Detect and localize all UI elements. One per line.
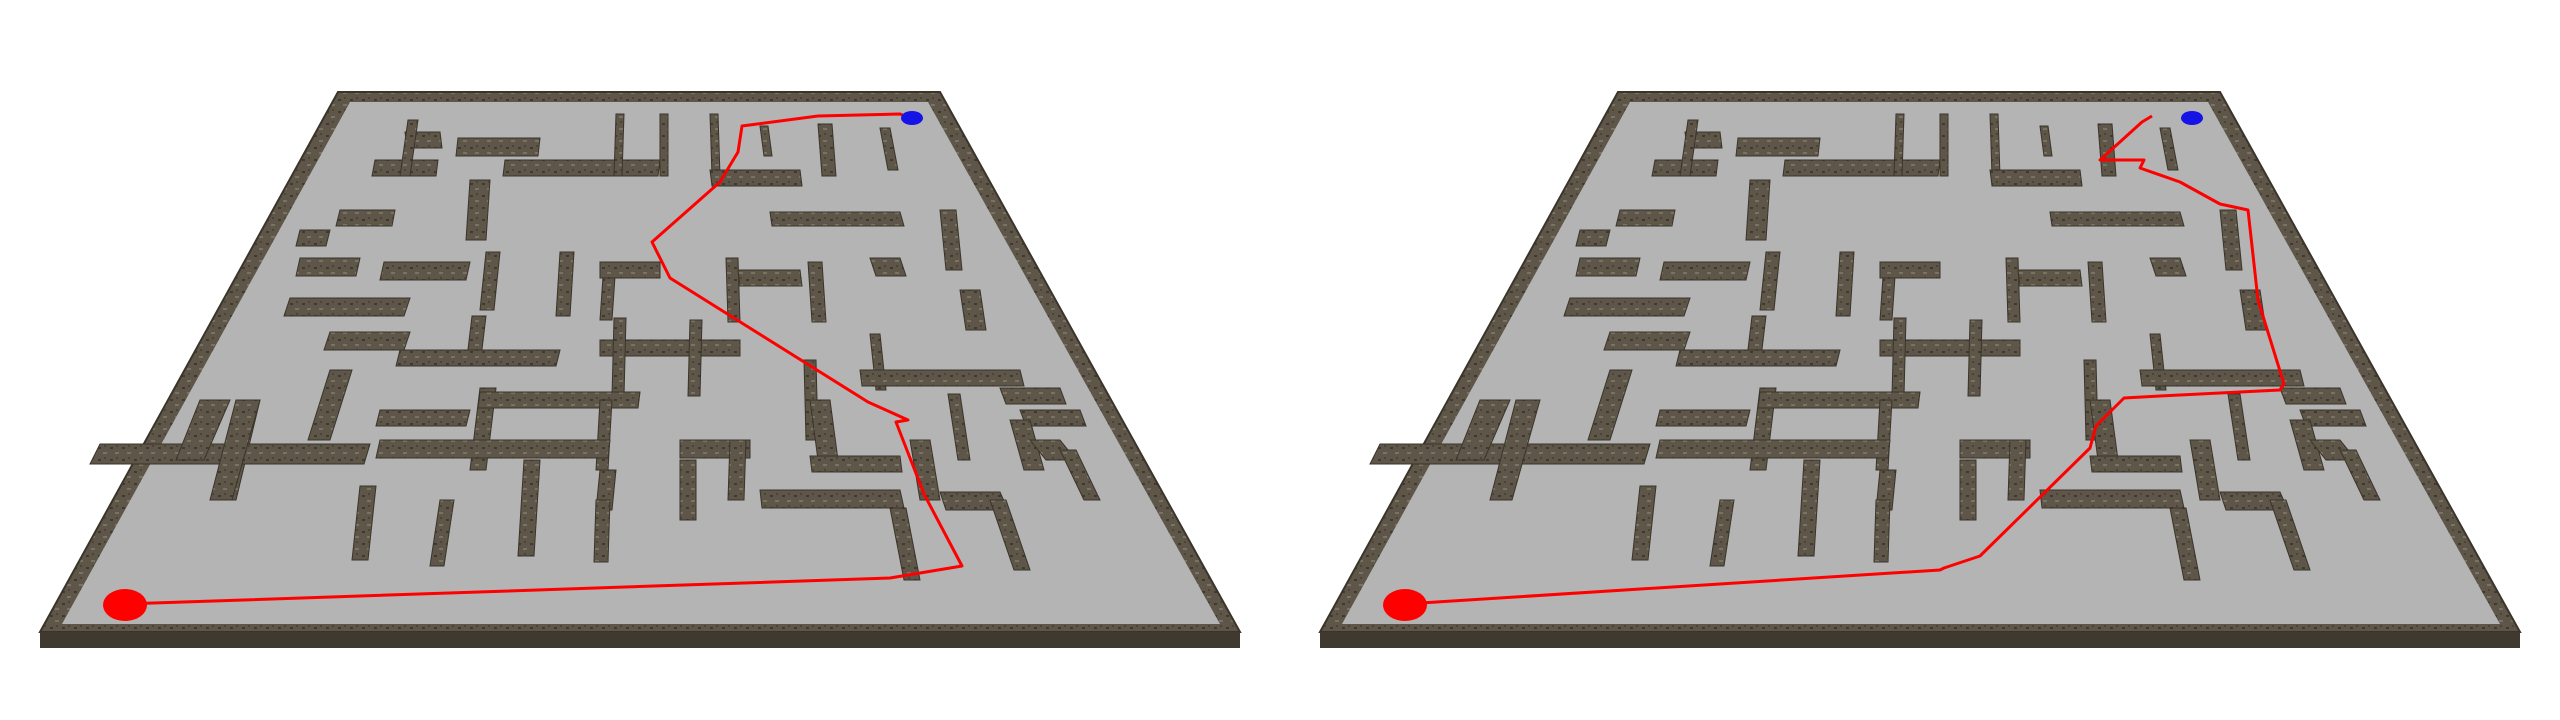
solution-path <box>1404 114 2286 606</box>
goal-marker <box>2181 111 2203 125</box>
start-marker <box>1383 589 1427 621</box>
maze-frame-base <box>1320 632 2520 648</box>
goal-marker <box>901 111 923 125</box>
maze-frame-base <box>40 632 1240 648</box>
maze-board-left <box>38 91 1242 648</box>
maze-panel-left <box>38 91 1242 648</box>
maze-floor <box>62 102 1220 624</box>
maze-board-right <box>1318 91 2522 648</box>
start-marker <box>103 589 147 621</box>
maze-floor <box>1342 102 2500 624</box>
solution-path <box>124 112 964 606</box>
maze-walls <box>89 113 1101 581</box>
maze-panel-right <box>1280 0 2560 720</box>
